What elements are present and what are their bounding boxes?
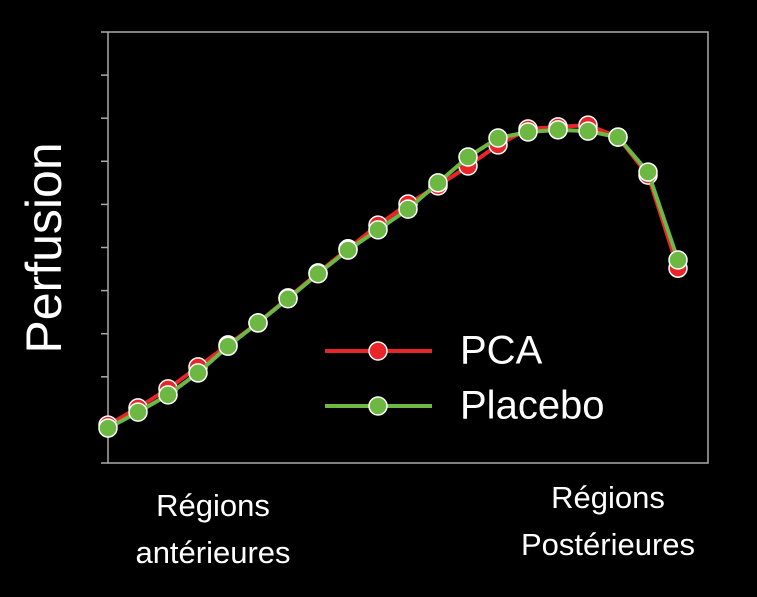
annotation: Régions [551, 480, 665, 515]
legend-marker [368, 341, 388, 361]
series-marker [518, 122, 538, 142]
series-marker [668, 250, 688, 270]
series-marker [488, 128, 508, 148]
legend-label: PCA [460, 329, 543, 373]
series-marker [338, 240, 358, 260]
series-marker [428, 173, 448, 193]
series-marker [608, 127, 628, 147]
series-marker [368, 220, 388, 240]
series-marker [188, 363, 208, 383]
annotation: Postérieures [521, 527, 695, 562]
series-marker [218, 336, 238, 356]
legend-label: Placebo [460, 384, 605, 428]
series-marker [248, 313, 268, 333]
y-axis-label: Perfusion [16, 142, 72, 353]
legend-marker [368, 396, 388, 416]
series-marker [638, 162, 658, 182]
series-marker [398, 199, 418, 219]
series-marker [578, 121, 598, 141]
series-marker [158, 385, 178, 405]
series-marker [308, 264, 328, 284]
series-marker [98, 418, 118, 438]
annotation: antérieures [135, 535, 290, 570]
series-marker [548, 120, 568, 140]
series-marker [278, 289, 298, 309]
annotation: Régions [156, 488, 270, 523]
series-marker [128, 402, 148, 422]
series-marker [458, 147, 478, 167]
